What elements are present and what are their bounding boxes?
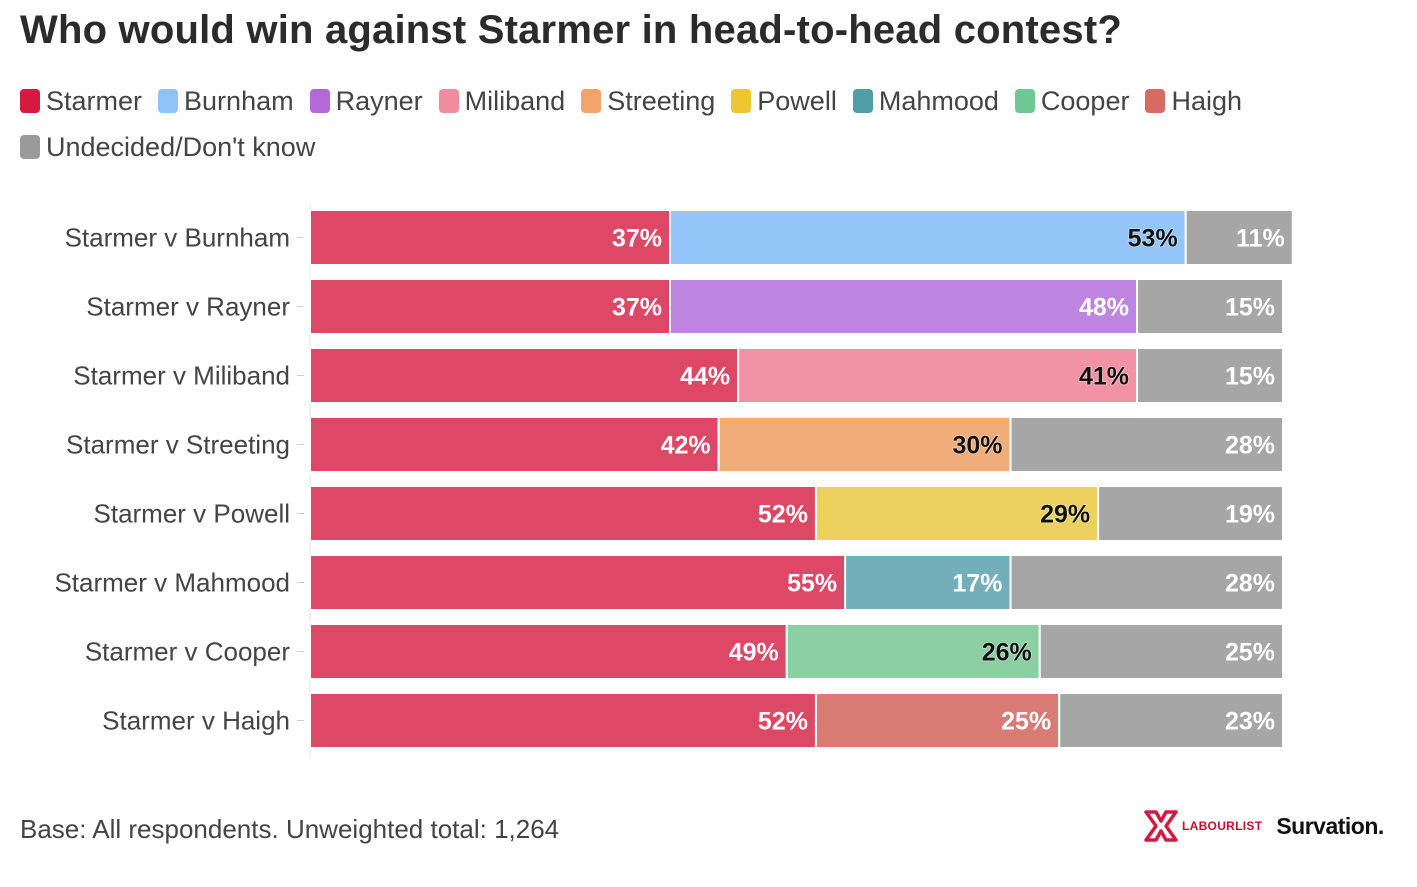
data-label: 53% xyxy=(1128,225,1178,253)
bar-segment xyxy=(669,209,1187,266)
legend-swatch xyxy=(309,89,330,113)
legend-swatch xyxy=(1014,89,1035,113)
data-label: 49% xyxy=(729,639,779,667)
logos: LABOURLIST Survation. xyxy=(1142,806,1384,846)
legend-label: Streeting xyxy=(607,85,716,116)
data-label: 41% xyxy=(1079,363,1129,391)
data-label: 48% xyxy=(1079,294,1129,322)
data-label: 17% xyxy=(953,570,1003,598)
category-label: Starmer v Mahmood xyxy=(54,568,290,598)
data-label: 55% xyxy=(787,570,837,598)
data-label: 15% xyxy=(1225,294,1275,322)
survation-logo-text: Survation. xyxy=(1276,812,1384,839)
chart-legend: Starmer Burnham Rayner Miliband Streeting Pow… xyxy=(20,86,1390,162)
data-label: 11% xyxy=(1236,225,1285,253)
legend-label: Mahmood xyxy=(878,85,999,116)
legend-swatch xyxy=(158,89,179,113)
category-label: Starmer v Miliband xyxy=(73,361,290,391)
bar-segment xyxy=(1009,416,1284,473)
data-label: 23% xyxy=(1225,708,1275,736)
category-label: Starmer v Streeting xyxy=(66,430,290,460)
legend-item: Undecided/Don't know xyxy=(20,132,315,162)
stacked-bar-chart: Starmer v Burnham 37% 53% 11% Starmer v Rayn… xyxy=(54,204,1294,758)
bar-segment xyxy=(737,347,1139,404)
legend-label: Miliband xyxy=(464,85,566,116)
data-label: 37% xyxy=(612,294,662,322)
footer-note: Base: All respondents. Unweighted total:… xyxy=(20,814,560,844)
legend-label: Burnham xyxy=(184,85,294,116)
bar-segment xyxy=(1136,278,1285,335)
legend-swatch xyxy=(20,135,40,159)
legend-item: Burnham xyxy=(158,86,294,116)
legend-label: Haigh xyxy=(1171,85,1243,116)
data-label: 42% xyxy=(661,432,711,460)
data-label: 25% xyxy=(1225,639,1275,667)
data-label: 30% xyxy=(953,432,1003,460)
legend-item: Rayner xyxy=(309,85,423,116)
bar-segment xyxy=(309,485,817,542)
legend-label: Rayner xyxy=(335,85,423,116)
legend-label: Starmer xyxy=(46,85,143,116)
bar-segment xyxy=(814,485,1100,542)
bar-segment xyxy=(669,278,1139,335)
bar-segment xyxy=(309,692,817,749)
data-label: 15% xyxy=(1225,363,1275,391)
bar-segment xyxy=(309,623,788,680)
bar-segment xyxy=(309,347,740,404)
bar-segment xyxy=(1038,623,1284,680)
legend-label: Cooper xyxy=(1040,85,1130,116)
category-label: Starmer v Rayner xyxy=(86,292,290,322)
labourlist-logo-text: LABOURLIST xyxy=(1182,819,1263,833)
legend-item: Miliband xyxy=(438,85,566,116)
category-label: Starmer v Haigh xyxy=(102,706,290,736)
bar-segment xyxy=(309,278,672,335)
legend-swatch xyxy=(852,89,873,113)
labourlist-x-icon xyxy=(1144,810,1178,842)
bar-segment xyxy=(1184,209,1294,266)
legend-item: Starmer xyxy=(20,86,142,116)
category-label: Starmer v Powell xyxy=(94,499,291,529)
bar-segment xyxy=(309,209,672,266)
data-label: 19% xyxy=(1225,501,1275,529)
bar-segment xyxy=(309,416,720,473)
bar-segment xyxy=(1009,554,1284,611)
bar-segment xyxy=(1136,347,1285,404)
legend-swatch xyxy=(1145,89,1166,113)
bar-segment xyxy=(1058,692,1284,749)
bar-segment xyxy=(785,623,1041,680)
legend-swatch xyxy=(20,89,40,113)
legend-swatch xyxy=(731,89,752,113)
legend-item: Streeting xyxy=(581,86,715,116)
category-label: Starmer v Burnham xyxy=(65,223,290,253)
bar-segment xyxy=(1097,485,1284,542)
legend-label: Undecided/Don't know xyxy=(46,131,316,162)
legend-item: Mahmood xyxy=(852,85,999,116)
data-label: 37% xyxy=(612,225,662,253)
legend-item: Haigh xyxy=(1145,86,1242,116)
data-label: 44% xyxy=(680,363,730,391)
legend-swatch xyxy=(581,89,602,113)
data-label: 28% xyxy=(1225,432,1275,460)
legend-swatch xyxy=(438,89,459,113)
legend-item: Powell xyxy=(731,86,837,116)
data-label: 29% xyxy=(1040,501,1090,529)
data-label: 52% xyxy=(758,708,808,736)
data-label: 26% xyxy=(982,639,1032,667)
data-label: 52% xyxy=(758,501,808,529)
bar-segment xyxy=(309,554,847,611)
data-label: 25% xyxy=(1001,708,1051,736)
data-label: 28% xyxy=(1225,570,1275,598)
legend-item: Cooper xyxy=(1014,85,1130,116)
category-label: Starmer v Cooper xyxy=(85,637,291,667)
legend-label: Powell xyxy=(757,85,837,116)
page-title: Who would win against Starmer in head-to… xyxy=(20,8,1122,52)
